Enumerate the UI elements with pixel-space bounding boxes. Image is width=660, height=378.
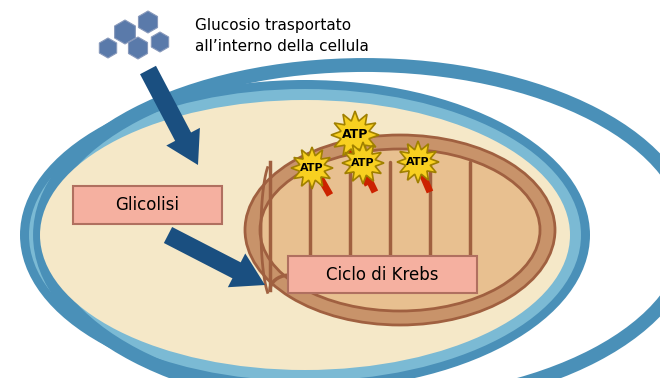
Polygon shape xyxy=(139,11,158,33)
Ellipse shape xyxy=(260,149,540,311)
FancyBboxPatch shape xyxy=(73,186,222,224)
Text: ATP: ATP xyxy=(406,157,430,167)
Polygon shape xyxy=(310,160,333,197)
Polygon shape xyxy=(358,157,378,194)
Ellipse shape xyxy=(29,89,581,378)
Polygon shape xyxy=(100,38,117,58)
Ellipse shape xyxy=(40,100,570,370)
Polygon shape xyxy=(291,147,333,189)
Polygon shape xyxy=(415,157,433,194)
Ellipse shape xyxy=(245,135,555,325)
Polygon shape xyxy=(140,66,200,165)
Text: ATP: ATP xyxy=(342,129,368,141)
Polygon shape xyxy=(129,37,148,59)
Text: Glicolisi: Glicolisi xyxy=(115,196,180,214)
Polygon shape xyxy=(151,32,169,52)
Ellipse shape xyxy=(20,80,590,378)
Polygon shape xyxy=(342,142,384,184)
Polygon shape xyxy=(348,148,371,187)
FancyBboxPatch shape xyxy=(288,256,477,293)
Polygon shape xyxy=(164,227,265,287)
Text: ATP: ATP xyxy=(300,163,324,173)
Text: ATP: ATP xyxy=(351,158,375,168)
Polygon shape xyxy=(115,20,135,44)
Polygon shape xyxy=(331,111,379,159)
Polygon shape xyxy=(397,141,439,183)
Text: Ciclo di Krebs: Ciclo di Krebs xyxy=(326,265,439,284)
Text: Glucosio trasportato
all’interno della cellula: Glucosio trasportato all’interno della c… xyxy=(195,18,369,54)
